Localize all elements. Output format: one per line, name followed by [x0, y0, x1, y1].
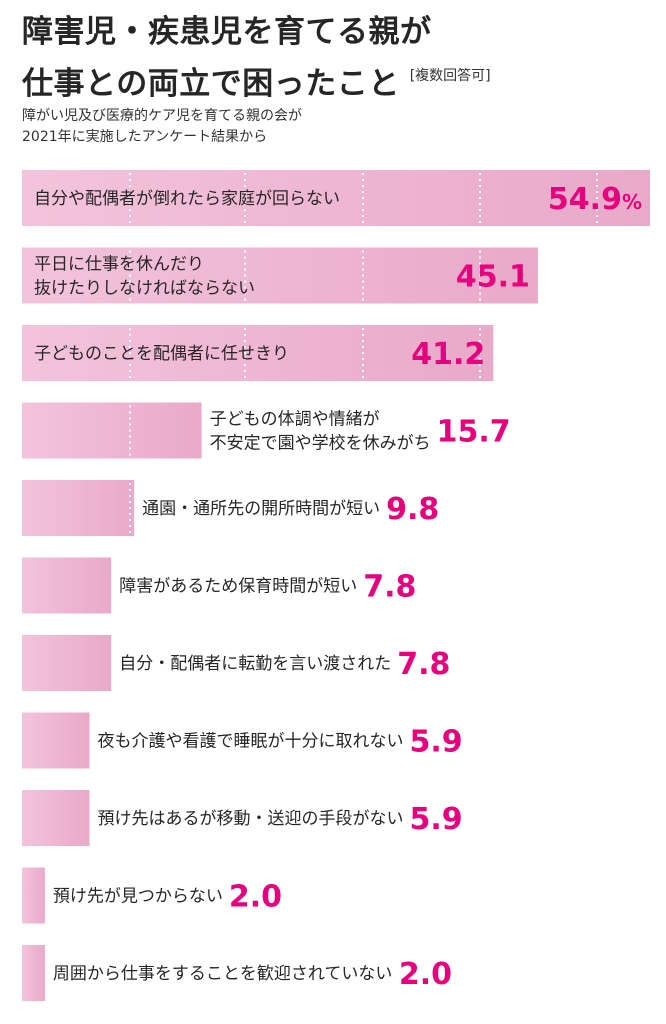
subtitle-line-1: 障がい児及び医療的ケア児を育てる親の会が — [22, 108, 302, 124]
bar — [22, 170, 650, 226]
bar — [22, 247, 538, 304]
bar-label: 周囲から仕事をすることを歓迎されていない — [53, 964, 393, 984]
bar-label: 夜も介護や看護で睡眠が十分に取れない — [97, 732, 403, 752]
bar — [22, 790, 90, 846]
bar-label: 子どもの体調や情緒が不安定で園や学校を休みがち — [210, 410, 431, 454]
bar-label: 平日に仕事を休んだり抜けたりしなければならない — [34, 255, 255, 299]
bar-value: 7.8 — [363, 570, 416, 605]
bar — [22, 557, 112, 614]
bar-value: 15.7 — [437, 415, 511, 450]
chart-title: 障害児・疾患児を育てる親が 仕事との両立で困ったこと [複数回答可] — [22, 10, 491, 106]
bar-label: 預け先が見つからない — [53, 887, 223, 907]
bar-value: 41.2 — [411, 337, 485, 372]
bar-label: 障害があるため保育時間が短い — [119, 577, 357, 597]
bar — [22, 635, 112, 691]
multiple-answer-note: [複数回答可] — [409, 68, 491, 84]
bar — [22, 867, 45, 924]
bar-value: 7.8 — [397, 647, 450, 682]
bar-label: 通園・通所先の開所時間が短い — [142, 499, 380, 519]
bar-value: 5.9 — [409, 802, 462, 837]
bar-label: 自分や配偶者が倒れたら家庭が回らない — [34, 189, 340, 209]
bar-value: 9.8 — [386, 492, 439, 527]
bar-label: 預け先はあるが移動・送迎の手段がない — [97, 809, 403, 829]
title-line-1: 障害児・疾患児を育てる親が — [22, 14, 432, 50]
bar-label: 自分・配偶者に転勤を言い渡された — [119, 654, 391, 674]
title-line-2-row: 仕事との両立で困ったこと [複数回答可] — [22, 54, 491, 106]
bar — [22, 712, 90, 769]
chart-subtitle: 障がい児及び医療的ケア児を育てる親の会が 2021年に実施したアンケート結果から — [22, 106, 302, 148]
bar — [22, 325, 494, 381]
bar-label: 子どものことを配偶者に任せきり — [34, 344, 289, 364]
bar — [22, 945, 45, 1001]
title-line-2: 仕事との両立で困ったこと — [22, 66, 400, 102]
bar-value: 5.9 — [409, 725, 462, 760]
bar — [22, 402, 202, 459]
bar-value: 2.0 — [399, 957, 452, 992]
subtitle-line-2: 2021年に実施したアンケート結果から — [22, 129, 268, 145]
bar-value: 2.0 — [229, 880, 282, 915]
bar-value: 45.1 — [456, 260, 530, 295]
bar — [22, 480, 135, 536]
